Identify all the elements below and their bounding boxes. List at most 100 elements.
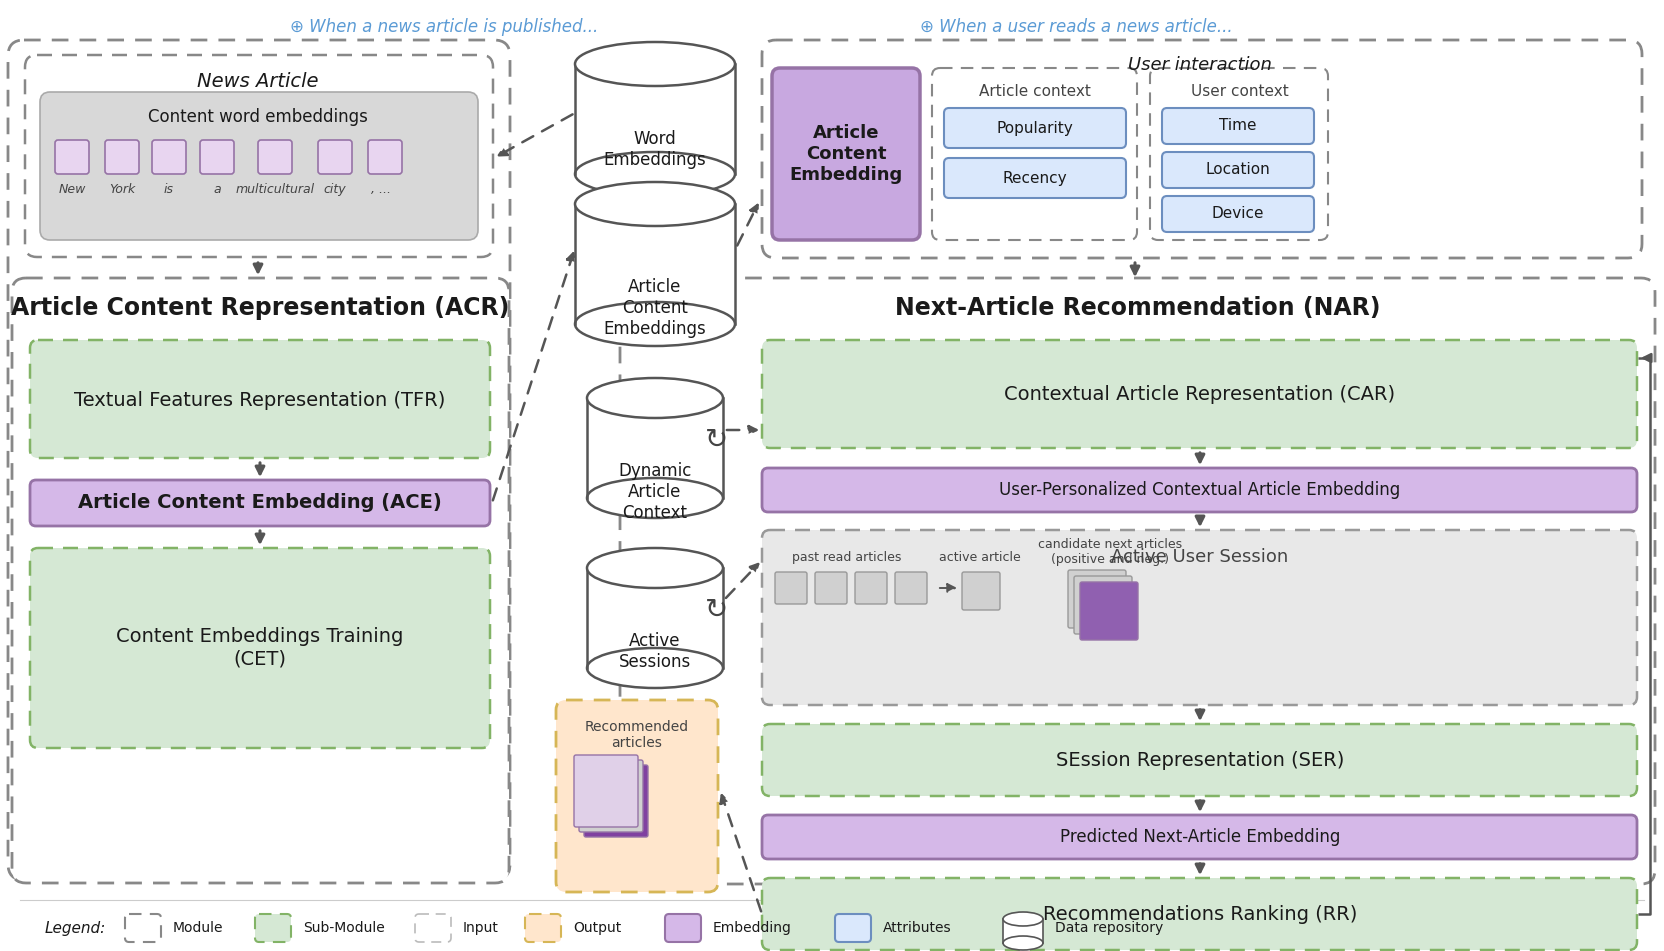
FancyBboxPatch shape (30, 340, 489, 458)
FancyBboxPatch shape (762, 530, 1637, 705)
Text: city: city (324, 183, 346, 196)
Text: Active User Session: Active User Session (1112, 548, 1288, 566)
FancyBboxPatch shape (1068, 570, 1127, 628)
Polygon shape (1003, 919, 1043, 943)
FancyBboxPatch shape (556, 700, 717, 892)
FancyBboxPatch shape (584, 765, 647, 837)
Text: ↻: ↻ (706, 596, 729, 624)
FancyBboxPatch shape (962, 572, 1000, 610)
FancyBboxPatch shape (151, 140, 186, 174)
FancyBboxPatch shape (574, 755, 637, 827)
FancyBboxPatch shape (12, 278, 509, 883)
FancyBboxPatch shape (1073, 576, 1132, 634)
Text: Active
Sessions: Active Sessions (619, 632, 691, 670)
Text: Article
Content
Embeddings: Article Content Embeddings (604, 278, 707, 338)
FancyBboxPatch shape (621, 278, 1656, 884)
Text: Recency: Recency (1003, 170, 1067, 185)
Text: is: is (165, 183, 175, 196)
FancyBboxPatch shape (125, 914, 161, 942)
Ellipse shape (587, 478, 722, 518)
Text: News Article: News Article (198, 72, 319, 91)
FancyBboxPatch shape (943, 108, 1127, 148)
FancyBboxPatch shape (1150, 68, 1328, 240)
Text: Recommended
articles: Recommended articles (586, 720, 689, 750)
Text: Location: Location (1206, 163, 1270, 178)
FancyBboxPatch shape (666, 914, 701, 942)
Ellipse shape (576, 182, 735, 226)
FancyBboxPatch shape (895, 572, 927, 604)
FancyBboxPatch shape (762, 340, 1637, 448)
Text: ⊕ When a user reads a news article...: ⊕ When a user reads a news article... (920, 18, 1233, 36)
Text: Output: Output (572, 921, 621, 935)
FancyBboxPatch shape (526, 914, 561, 942)
FancyBboxPatch shape (762, 40, 1642, 258)
FancyBboxPatch shape (1161, 196, 1315, 232)
FancyBboxPatch shape (815, 572, 847, 604)
FancyBboxPatch shape (414, 914, 451, 942)
FancyBboxPatch shape (1161, 152, 1315, 188)
Ellipse shape (1003, 912, 1043, 926)
FancyBboxPatch shape (55, 140, 88, 174)
Text: Recommendations Ranking (RR): Recommendations Ranking (RR) (1043, 904, 1358, 923)
Text: Input: Input (463, 921, 499, 935)
Polygon shape (587, 398, 722, 498)
Ellipse shape (587, 378, 722, 418)
FancyBboxPatch shape (943, 158, 1127, 198)
Polygon shape (576, 64, 735, 174)
FancyBboxPatch shape (200, 140, 235, 174)
Text: Word
Embeddings: Word Embeddings (604, 130, 707, 168)
Text: New: New (58, 183, 85, 196)
Text: Contextual Article Representation (CAR): Contextual Article Representation (CAR) (1005, 384, 1396, 403)
FancyBboxPatch shape (855, 572, 887, 604)
FancyBboxPatch shape (40, 92, 478, 240)
FancyBboxPatch shape (762, 815, 1637, 859)
Ellipse shape (587, 548, 722, 588)
FancyBboxPatch shape (1080, 582, 1138, 640)
FancyBboxPatch shape (775, 572, 807, 604)
FancyBboxPatch shape (932, 68, 1137, 240)
Text: User interaction: User interaction (1128, 56, 1271, 74)
FancyBboxPatch shape (258, 140, 291, 174)
Text: Attributes: Attributes (884, 921, 952, 935)
Polygon shape (587, 568, 722, 668)
Polygon shape (576, 204, 735, 324)
Text: candidate next articles
(positive and neg.): candidate next articles (positive and ne… (1038, 538, 1181, 566)
Text: York: York (108, 183, 135, 196)
FancyBboxPatch shape (772, 68, 920, 240)
FancyBboxPatch shape (762, 878, 1637, 950)
Text: Article Content Embedding (ACE): Article Content Embedding (ACE) (78, 494, 443, 513)
Ellipse shape (587, 648, 722, 688)
Text: User context: User context (1191, 84, 1290, 99)
Text: past read articles: past read articles (792, 551, 902, 564)
FancyBboxPatch shape (255, 914, 291, 942)
Text: , ...: , ... (371, 183, 391, 196)
Text: multicultural: multicultural (235, 183, 314, 196)
Text: ↻: ↻ (706, 426, 729, 454)
FancyBboxPatch shape (835, 914, 870, 942)
Text: Content Embeddings Training
(CET): Content Embeddings Training (CET) (116, 628, 404, 669)
Text: Legend:: Legend: (45, 921, 106, 936)
Text: ⊕ When a news article is published...: ⊕ When a news article is published... (290, 18, 599, 36)
Text: Article context: Article context (978, 84, 1092, 99)
FancyBboxPatch shape (1161, 108, 1315, 144)
FancyBboxPatch shape (762, 468, 1637, 512)
Text: Sub-Module: Sub-Module (303, 921, 384, 935)
FancyBboxPatch shape (30, 548, 489, 748)
Text: Embedding: Embedding (712, 921, 792, 935)
Text: active article: active article (938, 551, 1022, 564)
FancyBboxPatch shape (25, 55, 493, 257)
Text: Next-Article Recommendation (NAR): Next-Article Recommendation (NAR) (895, 296, 1381, 320)
Text: Data repository: Data repository (1055, 921, 1163, 935)
FancyBboxPatch shape (8, 40, 509, 880)
Ellipse shape (576, 302, 735, 346)
FancyBboxPatch shape (105, 140, 140, 174)
Text: Module: Module (173, 921, 223, 935)
Text: Article Content Representation (ACR): Article Content Representation (ACR) (10, 296, 509, 320)
Text: Content word embeddings: Content word embeddings (148, 108, 368, 126)
Text: Textual Features Representation (TFR): Textual Features Representation (TFR) (75, 391, 446, 410)
Text: Popularity: Popularity (997, 121, 1073, 135)
Ellipse shape (576, 42, 735, 86)
Text: a: a (213, 183, 221, 196)
Text: SEssion Representation (SER): SEssion Representation (SER) (1057, 750, 1345, 769)
FancyBboxPatch shape (762, 724, 1637, 796)
